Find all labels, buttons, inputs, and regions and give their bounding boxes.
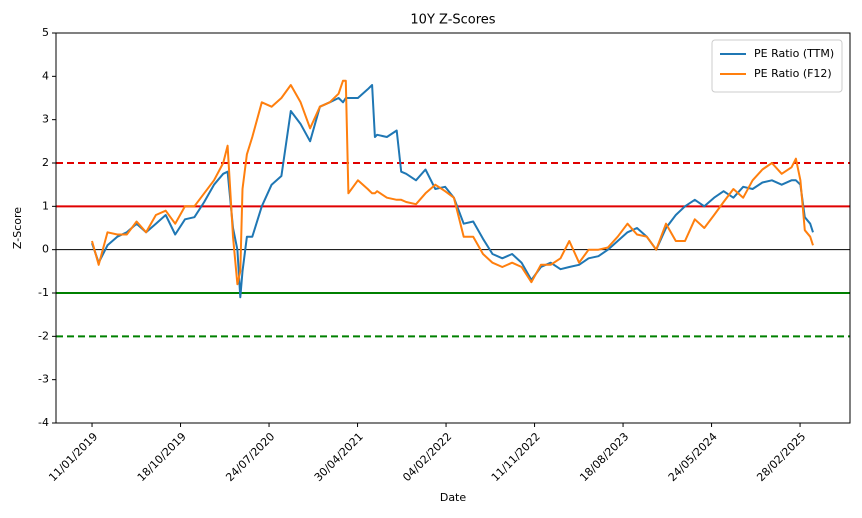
x-axis-label: Date xyxy=(440,491,467,504)
series-line xyxy=(91,84,814,299)
plot-frame xyxy=(55,32,851,424)
y-tick-label: 4 xyxy=(42,69,49,82)
series-line xyxy=(91,79,814,286)
y-tick-label: -2 xyxy=(38,329,49,342)
chart-title: 10Y Z-Scores xyxy=(410,13,495,28)
y-tick-label: 1 xyxy=(42,199,49,212)
legend-label: PE Ratio (TTM) xyxy=(754,47,834,60)
y-tick-label: -4 xyxy=(38,416,49,429)
y-tick-label: 2 xyxy=(42,156,49,169)
y-tick-label: 3 xyxy=(42,113,49,126)
y-tick-label: -1 xyxy=(38,286,49,299)
y-axis-label: Z-Score xyxy=(11,207,24,249)
legend-label: PE Ratio (F12) xyxy=(754,67,832,80)
y-tick-label: -3 xyxy=(38,373,49,386)
y-tick-label: 0 xyxy=(42,243,49,256)
y-tick-label: 5 xyxy=(42,26,49,39)
